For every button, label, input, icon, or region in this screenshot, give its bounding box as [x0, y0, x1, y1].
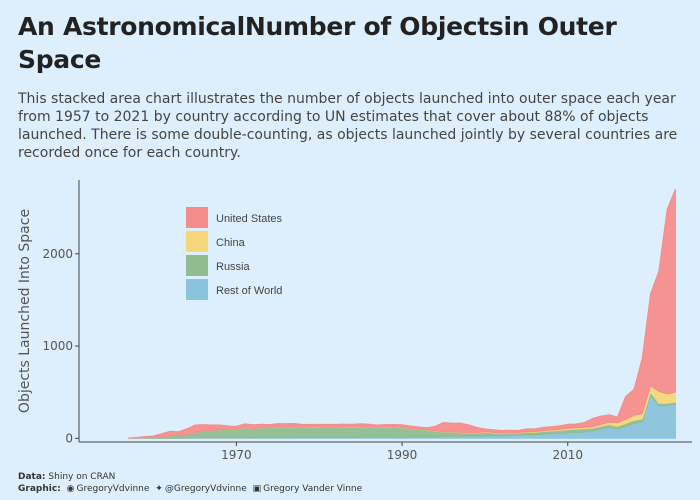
legend-swatch-china: [186, 231, 208, 252]
legend-label-rest-of-world: Rest of World: [216, 285, 282, 297]
x-tick-label: 2010: [552, 448, 583, 462]
y-tick-label: 1000: [42, 339, 73, 353]
legend-swatch-rest-of-world: [186, 279, 208, 300]
area-series-united-states: [128, 189, 676, 439]
linkedin-name: Gregory Vander Vinne: [263, 484, 363, 494]
data-source-value: Shiny on CRAN: [48, 472, 116, 482]
legend-label-china: China: [216, 237, 246, 249]
graphic-label: Graphic:: [18, 484, 61, 494]
legend-label-united-states: United States: [216, 213, 283, 225]
twitter-handle: @GregoryVdvinne: [164, 484, 247, 494]
legend-swatch-russia: [186, 255, 208, 276]
page-title: An AstronomicalNumber of Objectsin Outer…: [18, 12, 617, 74]
chart-caption: Data: Shiny on CRAN Graphic: ◉ GregoryVdv…: [18, 471, 362, 495]
legend-swatch-united-states: [186, 207, 208, 228]
graphic-credit-line: Graphic: ◉ GregoryVdvinne ✦ @GregoryVdvinn…: [18, 483, 362, 495]
y-tick-label: 2000: [42, 247, 73, 261]
github-handle: GregoryVdvinne: [76, 484, 150, 494]
x-tick-label: 1970: [221, 448, 252, 462]
twitter-icon: ✦: [155, 484, 163, 494]
linkedin-icon: ▣: [252, 484, 262, 494]
stacked-area-chart: 0 1000 2000 1970 1990 2010 Objects Launched In…: [17, 180, 692, 462]
page-subtitle: This stacked area chart illustrates the …: [18, 91, 678, 161]
github-icon: ◉: [66, 484, 75, 494]
data-source-label: Data:: [18, 472, 46, 482]
data-source-line: Data: Shiny on CRAN: [18, 471, 362, 483]
y-tick-label: 0: [65, 431, 73, 445]
y-axis-label: Objects Launched Into Space: [17, 209, 33, 413]
x-tick-label: 1990: [387, 448, 418, 462]
legend-label-russia: Russia: [216, 261, 251, 273]
